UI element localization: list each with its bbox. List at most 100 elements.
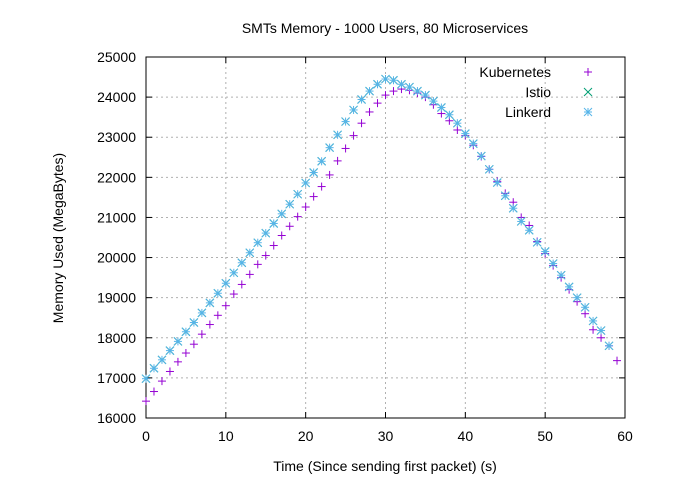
data-point-kubernetes — [285, 222, 294, 231]
legend-label: Linkerd — [505, 104, 551, 120]
data-point-linkerd — [373, 79, 382, 89]
data-point-linkerd — [301, 178, 311, 188]
data-point-kubernetes — [309, 192, 318, 201]
data-point-linkerd — [181, 327, 191, 337]
axis-tick-labels: 0 10 20 30 40 50 60 16000 17000 18000 19000 20000 21… — [97, 49, 633, 444]
data-point-kubernetes — [317, 182, 326, 191]
grid — [146, 57, 625, 418]
data-point-linkerd — [221, 278, 231, 288]
data-point-kubernetes — [181, 349, 190, 358]
legend-label: Istio — [525, 84, 551, 100]
data-point-linkerd — [317, 156, 326, 166]
data-point-kubernetes — [261, 251, 270, 260]
data-point-linkerd — [437, 103, 446, 112]
data-point-linkerd — [452, 118, 462, 128]
data-point-linkerd — [253, 238, 263, 248]
data-point-linkerd — [429, 96, 438, 106]
data-point-kubernetes — [589, 325, 598, 334]
data-point-linkerd — [197, 308, 207, 318]
data-point-kubernetes — [149, 387, 158, 396]
data-point-linkerd — [141, 374, 151, 384]
legend-label: Kubernetes — [479, 64, 551, 80]
x-tick-label: 0 — [142, 428, 150, 444]
data-point-kubernetes — [357, 119, 366, 128]
data-point-linkerd — [413, 86, 422, 96]
data-point-linkerd — [165, 346, 175, 355]
data-points — [141, 74, 622, 406]
data-point-linkerd — [381, 74, 390, 84]
data-point-linkerd — [213, 288, 223, 298]
data-point-kubernetes — [173, 357, 182, 366]
data-point-linkerd — [468, 139, 478, 148]
data-point-kubernetes — [453, 126, 462, 135]
data-point-linkerd — [588, 316, 598, 326]
data-point-kubernetes — [389, 87, 398, 96]
data-point-kubernetes — [142, 397, 150, 406]
y-tick-label: 22000 — [97, 169, 136, 185]
data-point-kubernetes — [365, 107, 374, 116]
data-point-kubernetes — [197, 330, 206, 339]
x-tick-label: 50 — [537, 428, 553, 444]
y-tick-label: 23000 — [97, 129, 136, 145]
data-point-linkerd — [405, 82, 414, 92]
legend-item-istio: Istio — [525, 84, 593, 100]
y-tick-label: 18000 — [97, 330, 136, 346]
x-tick-label: 40 — [458, 428, 474, 444]
data-point-linkerd — [333, 130, 342, 140]
data-point-kubernetes — [381, 91, 390, 100]
data-point-linkerd — [389, 75, 398, 85]
data-point-linkerd — [532, 237, 542, 247]
data-point-linkerd — [261, 228, 271, 238]
data-point-linkerd — [341, 117, 350, 126]
data-point-linkerd — [476, 151, 486, 161]
data-point-linkerd — [540, 247, 550, 256]
data-point-kubernetes — [165, 367, 174, 376]
y-tick-label: 19000 — [97, 290, 136, 306]
data-point-kubernetes — [157, 377, 166, 386]
data-point-linkerd — [397, 79, 406, 89]
data-point-kubernetes — [613, 356, 622, 365]
data-point-linkerd — [349, 105, 358, 115]
data-point-linkerd — [556, 270, 566, 280]
legend-item-kubernetes: Kubernetes — [479, 64, 592, 80]
data-point-kubernetes — [205, 320, 214, 329]
data-point-kubernetes — [269, 241, 278, 250]
data-point-linkerd — [421, 90, 430, 100]
data-point-linkerd — [325, 143, 334, 153]
data-point-kubernetes — [325, 170, 334, 179]
data-point-kubernetes — [221, 301, 230, 310]
chart-title: SMTs Memory - 1000 Users, 80 Microservic… — [242, 20, 528, 36]
data-point-kubernetes — [373, 99, 382, 108]
data-point-kubernetes — [341, 144, 350, 153]
data-point-kubernetes — [229, 290, 238, 299]
legend: Kubernetes Istio Linkerd — [479, 64, 593, 120]
data-point-kubernetes — [597, 333, 606, 342]
data-point-kubernetes — [301, 203, 310, 212]
y-tick-label: 25000 — [97, 49, 136, 65]
data-point-linkerd — [237, 258, 247, 268]
data-point-linkerd — [548, 259, 558, 268]
data-point-linkerd — [508, 203, 518, 213]
data-point-kubernetes — [293, 212, 302, 221]
data-point-linkerd — [500, 191, 510, 201]
data-point-linkerd — [157, 355, 167, 365]
data-point-kubernetes — [333, 156, 342, 165]
y-axis-label: Memory Used (MegaBytes) — [50, 153, 66, 323]
data-point-kubernetes — [245, 270, 254, 279]
data-point-linkerd — [205, 298, 215, 308]
data-point-linkerd — [357, 95, 366, 104]
data-point-linkerd — [604, 341, 614, 351]
x-tick-label: 10 — [218, 428, 234, 444]
data-point-linkerd — [564, 282, 574, 292]
data-point-linkerd — [269, 219, 279, 228]
data-point-linkerd — [572, 293, 582, 303]
data-point-kubernetes — [253, 260, 262, 269]
y-tick-label: 24000 — [97, 89, 136, 105]
legend-marker-istio — [583, 87, 593, 97]
data-point-linkerd — [445, 110, 454, 120]
data-point-linkerd — [516, 217, 526, 226]
data-point-linkerd — [365, 86, 374, 96]
legend-marker-kubernetes — [584, 68, 592, 76]
